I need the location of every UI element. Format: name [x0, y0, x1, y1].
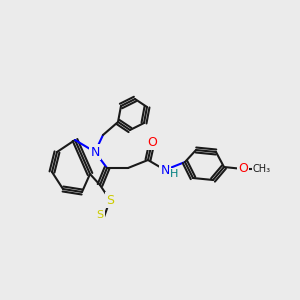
Text: N: N [90, 146, 100, 158]
Text: O: O [238, 163, 248, 176]
Text: CH₃: CH₃ [253, 164, 271, 174]
Text: O: O [147, 136, 157, 148]
Text: N: N [160, 164, 170, 176]
Text: S: S [106, 194, 114, 206]
Text: S: S [96, 210, 103, 220]
Text: H: H [170, 169, 178, 179]
